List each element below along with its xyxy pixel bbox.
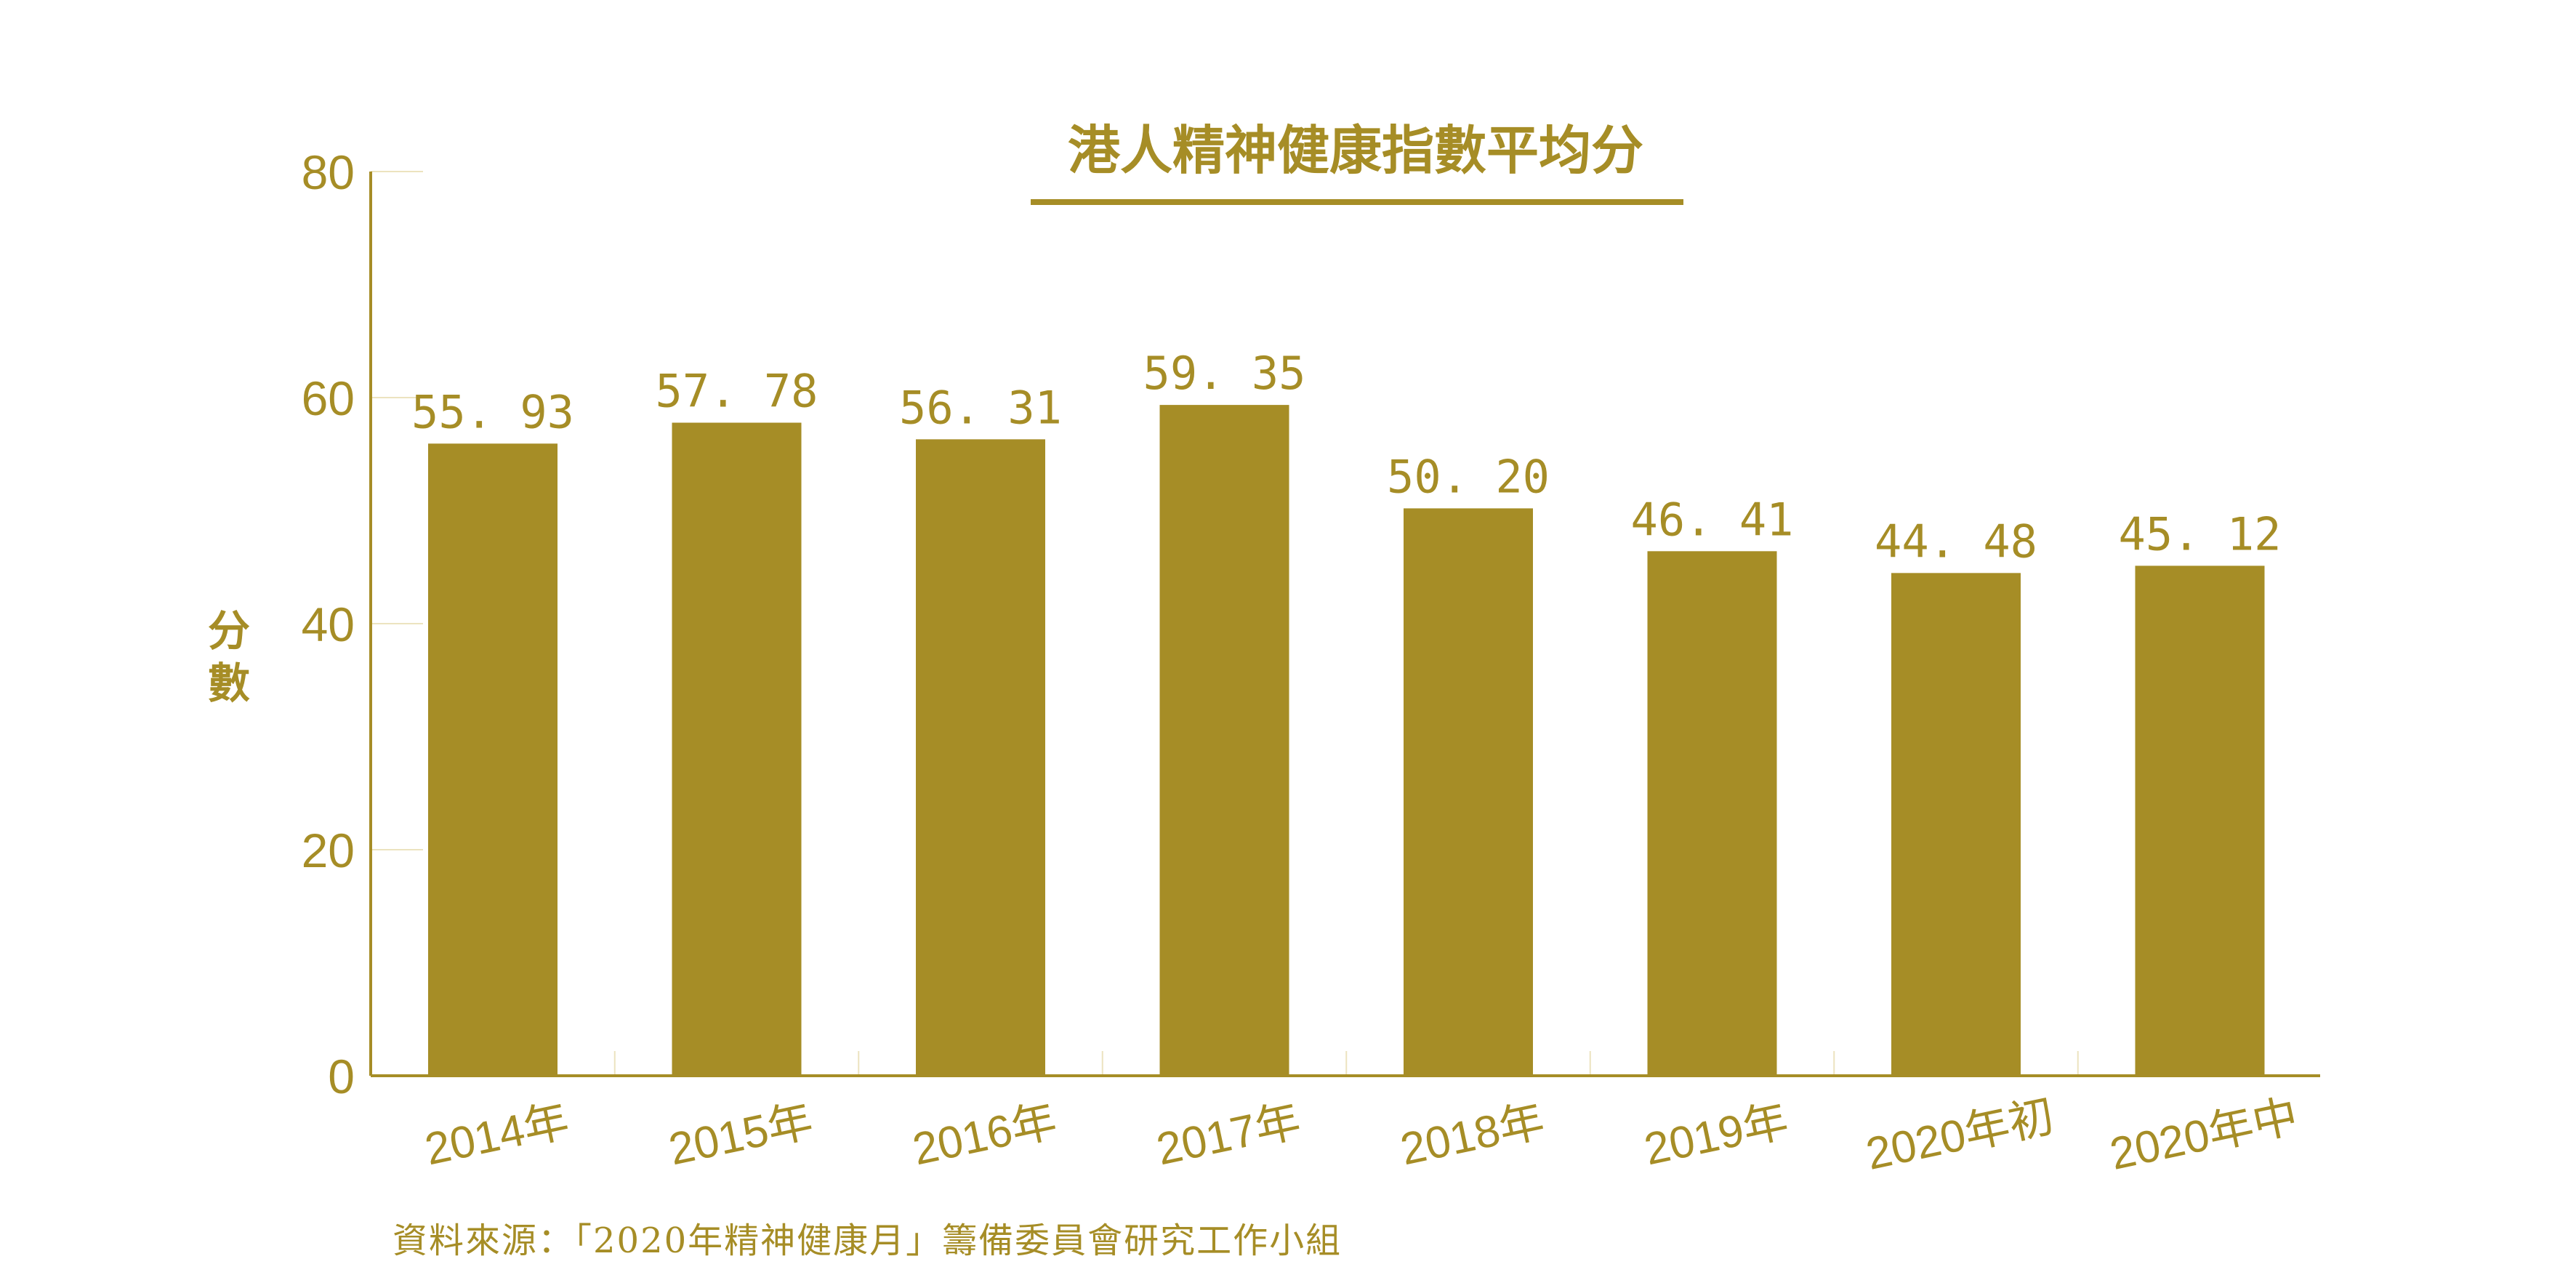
- bar: [1647, 551, 1777, 1076]
- y-axis-ticks: 0 20 40 60 80: [302, 145, 423, 1103]
- y-tick-label: 0: [328, 1050, 355, 1103]
- category-labels: 2014年 2015年 2016年 2017年 2018年 2019年 2020年初 2020…: [421, 1091, 2303, 1180]
- y-tick-label: 60: [302, 371, 355, 425]
- bar: [2135, 565, 2265, 1076]
- x-tick-label: 2020年初: [1861, 1091, 2058, 1180]
- source-note: 資料來源：「2020年精神健康月」籌備委員會研究工作小組: [393, 1220, 1342, 1261]
- bar: [672, 422, 802, 1076]
- title-underline: [1031, 199, 1683, 205]
- x-tick-label: 2020年中: [2106, 1091, 2303, 1180]
- y-tick-label: 20: [302, 824, 355, 877]
- data-label: 44. 48: [1875, 515, 2037, 568]
- y-tick-label: 40: [302, 597, 355, 651]
- y-tick-label: 80: [302, 145, 355, 199]
- x-tick-label: 2014年: [421, 1095, 573, 1175]
- x-tick-label: 2017年: [1152, 1095, 1305, 1175]
- y-axis-label-char-1: 分: [208, 606, 250, 656]
- data-label: 46. 41: [1631, 493, 1794, 546]
- bar: [1159, 405, 1289, 1076]
- bar: [428, 443, 558, 1076]
- bar: [916, 439, 1045, 1076]
- data-label: 55. 93: [411, 385, 574, 438]
- x-tick-label: 2015年: [664, 1095, 817, 1175]
- bars: [428, 405, 2265, 1076]
- x-tick-label: 2016年: [909, 1095, 1061, 1175]
- data-label: 45. 12: [2119, 507, 2282, 560]
- bar: [1891, 573, 2021, 1076]
- value-labels: 55. 93 57. 78 56. 31 59. 35 50. 20 46. 41 44. …: [411, 347, 2281, 568]
- data-label: 56. 31: [899, 381, 1062, 434]
- data-label: 50. 20: [1387, 450, 1550, 503]
- y-axis-label-char-2: 數: [208, 659, 250, 708]
- bar: [1404, 508, 1533, 1076]
- data-label: 57. 78: [656, 365, 818, 418]
- x-tick-label: 2018年: [1396, 1095, 1549, 1175]
- chart-title: 港人精神健康指數平均分: [1068, 120, 1643, 181]
- data-label: 59. 35: [1143, 347, 1306, 400]
- x-tick-label: 2019年: [1640, 1095, 1792, 1175]
